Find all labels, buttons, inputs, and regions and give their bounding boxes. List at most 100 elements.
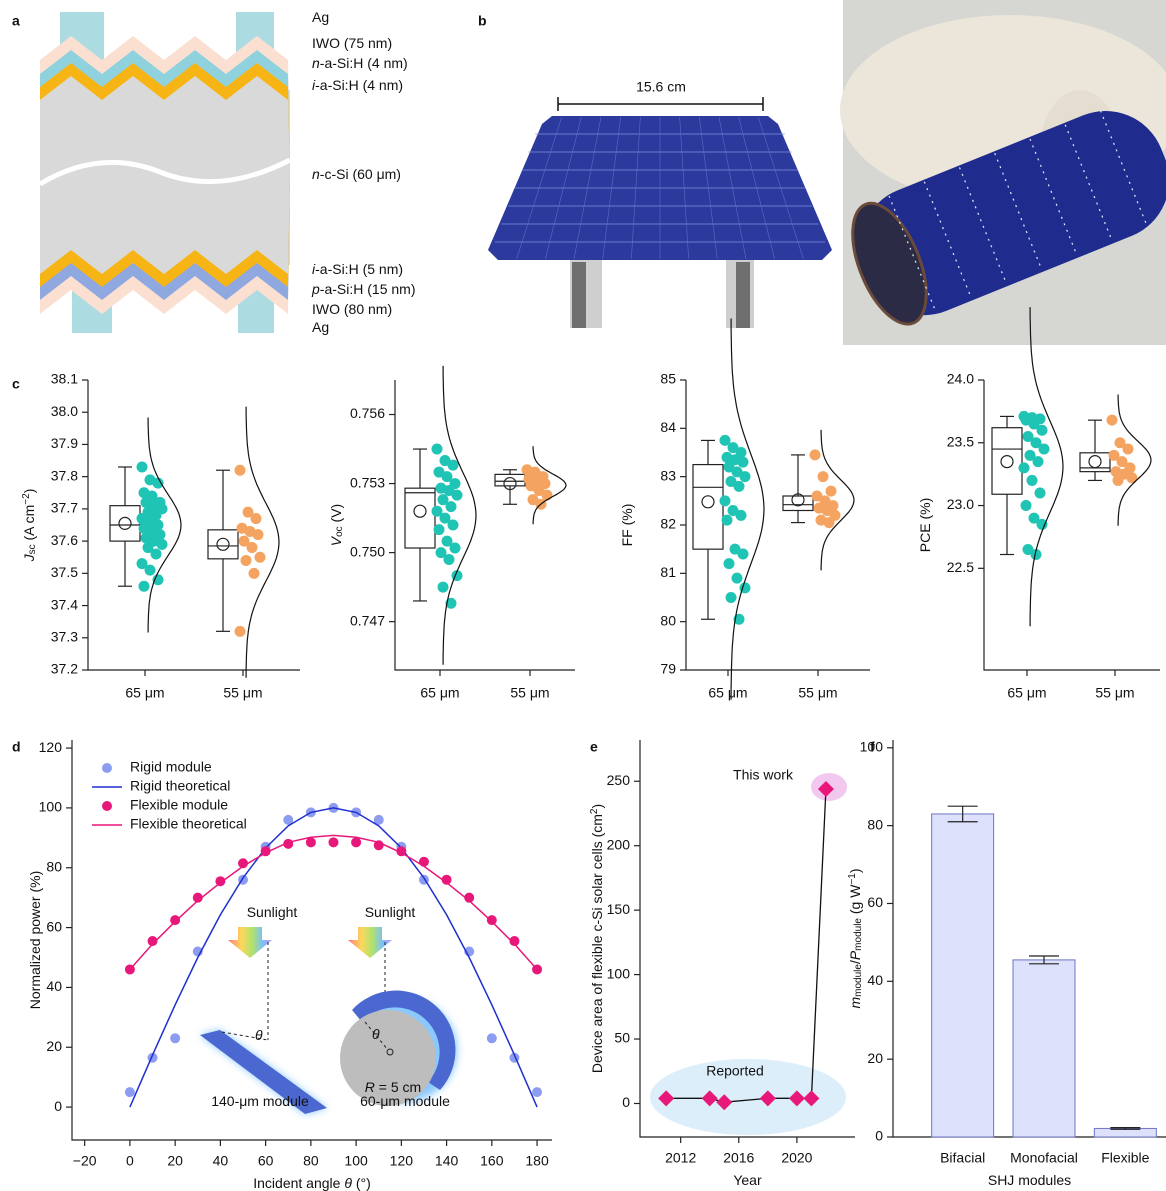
y-tick-label: 60 — [46, 918, 62, 934]
data-point — [170, 915, 180, 925]
data-point — [328, 837, 338, 847]
data-point — [1107, 415, 1118, 426]
y-tick-label: 150 — [607, 901, 631, 917]
box — [495, 474, 525, 486]
text-part: ) — [847, 868, 863, 873]
legend-label: Rigid module — [130, 759, 212, 775]
y-tick-label: 0.750 — [350, 543, 385, 559]
text-part: (g W — [847, 884, 863, 918]
dimension-label: 15.6 cm — [636, 79, 686, 95]
y-tick-label: 37.4 — [51, 596, 78, 612]
y-tick-label: 23.5 — [947, 433, 974, 449]
x-tick-label: 100 — [344, 1153, 368, 1169]
y-tick-label: 84 — [660, 419, 676, 435]
x-tick-label: 180 — [525, 1153, 549, 1169]
stand — [736, 262, 750, 328]
text-part: PCE (%) — [917, 498, 933, 552]
data-point — [740, 471, 751, 482]
y-tick-label: 37.7 — [51, 500, 78, 516]
data-point — [351, 837, 361, 847]
x-tick-label: 2016 — [723, 1150, 754, 1166]
y-tick-label: 100 — [607, 965, 631, 981]
y-tick-label: 20 — [46, 1038, 62, 1054]
x-tick-label: 65 μm — [708, 685, 747, 701]
data-point — [153, 478, 164, 489]
text-part: -a-Si:H (15 nm) — [320, 281, 416, 297]
y-tick-label: 24.0 — [947, 371, 974, 387]
y-tick-label: 80 — [46, 858, 62, 874]
text-part: p — [311, 281, 320, 297]
data-point — [253, 529, 264, 540]
x-tick-label: 0 — [126, 1153, 134, 1169]
legend-marker — [102, 763, 112, 773]
x-tick-label: 65 μm — [125, 685, 164, 701]
text-part: oc — [334, 526, 345, 537]
data-point — [151, 549, 162, 560]
data-point — [1033, 456, 1044, 467]
panel-label: c — [12, 376, 20, 392]
y-tick-label: 37.6 — [51, 532, 78, 548]
text-part: SHJ modules — [988, 1172, 1071, 1188]
line — [130, 835, 537, 969]
data-point — [125, 1087, 135, 1097]
data-point — [137, 462, 148, 473]
text-part: θ — [372, 1026, 380, 1042]
sun-arrow — [228, 927, 272, 958]
y-axis-label: Normalized power (%) — [27, 871, 43, 1009]
data-point — [235, 626, 246, 637]
data-point — [1027, 475, 1038, 486]
data-point — [1113, 475, 1124, 486]
y-tick-label: 80 — [660, 612, 676, 628]
data-point — [452, 490, 463, 501]
y-tick-label: 40 — [46, 978, 62, 994]
data-point — [734, 481, 745, 492]
layer-label: i-a-Si:H (4 nm) — [312, 77, 403, 93]
x-tick-label: −20 — [73, 1153, 97, 1169]
x-tick-label: 20 — [167, 1153, 183, 1169]
text-part: Device area of flexible c-Si solar cells… — [589, 814, 605, 1073]
data-point — [732, 573, 743, 584]
y-tick-label: 0 — [54, 1098, 62, 1114]
box — [992, 428, 1022, 495]
y-tick-label: 83 — [660, 467, 676, 483]
x-tick-label: 65 μm — [420, 685, 459, 701]
y-tick-label: 0.747 — [350, 612, 385, 628]
y-tick-label: 0 — [875, 1128, 883, 1144]
data-point — [235, 465, 246, 476]
y-tick-label: 85 — [660, 371, 676, 387]
x-tick-label: 2020 — [781, 1150, 812, 1166]
x-tick-label: Flexible — [1101, 1150, 1149, 1166]
text-part: -a-Si:H (5 nm) — [315, 261, 403, 277]
x-axis-label: Year — [733, 1172, 762, 1188]
annotation: θ — [372, 1026, 380, 1042]
data-point — [724, 558, 735, 569]
data-point — [824, 517, 835, 528]
text-part: Year — [733, 1172, 762, 1188]
data-point — [722, 515, 733, 526]
annotation: This work — [733, 767, 794, 783]
x-axis-label: SHJ modules — [988, 1172, 1071, 1188]
y-tick-label: 37.5 — [51, 564, 78, 580]
layer-label: Ag — [312, 9, 329, 25]
data-point — [736, 510, 747, 521]
data-point — [826, 486, 837, 497]
data-point — [738, 549, 749, 560]
y-axis-label: Jsc (A cm−2) — [21, 489, 39, 563]
data-point — [157, 539, 168, 550]
panel-label: d — [12, 739, 21, 755]
y-tick-label: 0.756 — [350, 405, 385, 421]
text-part: −2 — [21, 493, 32, 505]
text-part: module — [853, 964, 864, 997]
data-point — [170, 1033, 180, 1043]
text-part: module — [853, 918, 864, 951]
data-point — [726, 592, 737, 603]
panel-label: a — [12, 13, 20, 29]
data-point — [1127, 472, 1138, 483]
y-tick-label: 50 — [614, 1030, 630, 1046]
y-tick-label: 40 — [867, 972, 883, 988]
y-tick-label: 0.753 — [350, 474, 385, 490]
box — [405, 488, 435, 548]
annotation: Sunlight — [247, 904, 298, 920]
data-point — [450, 543, 461, 554]
y-tick-label: 37.3 — [51, 628, 78, 644]
